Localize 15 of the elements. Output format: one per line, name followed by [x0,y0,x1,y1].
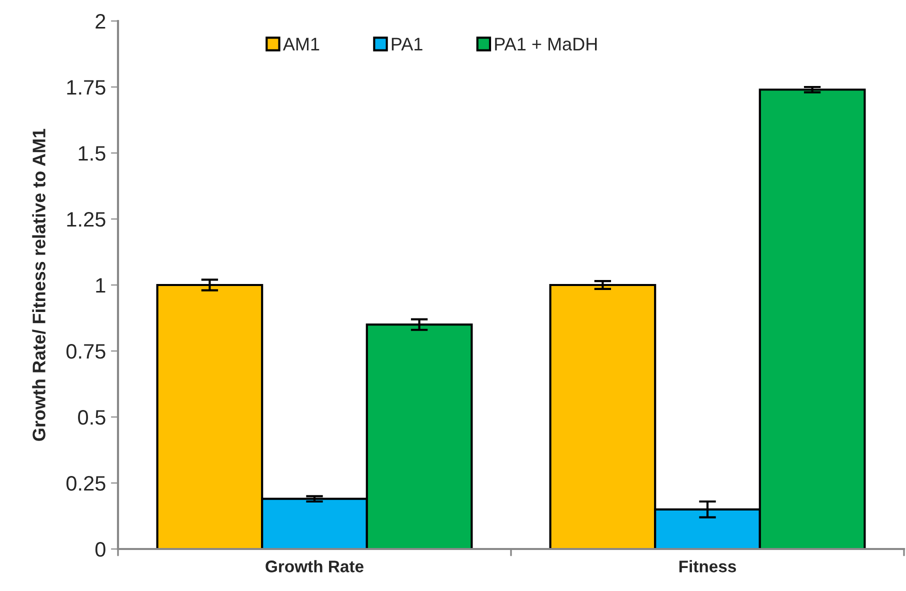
x-tick-label: Fitness [679,560,736,572]
y-tick-label: 1.75 [67,80,106,95]
y-tick-label: 0.5 [78,410,106,425]
y-tick-label: 1.25 [67,212,106,227]
y-tick-label: 1 [96,278,106,293]
y-tick-label: 2 [96,14,106,29]
y-tick-label: 0 [95,542,106,557]
x-tick-label: Growth Rate [266,560,364,572]
y-tick-label: 0.75 [66,344,106,359]
y-axis-title: Growth Rate/ Fitness relative to AM1 [32,128,46,441]
y-tick-label: 0.25 [66,476,106,491]
legend-label: PA1 + MaDH [495,38,597,51]
y-tick-label: 1.5 [78,146,106,161]
legend-label: PA1 [392,38,422,50]
legend-label: AM1 [282,38,320,50]
